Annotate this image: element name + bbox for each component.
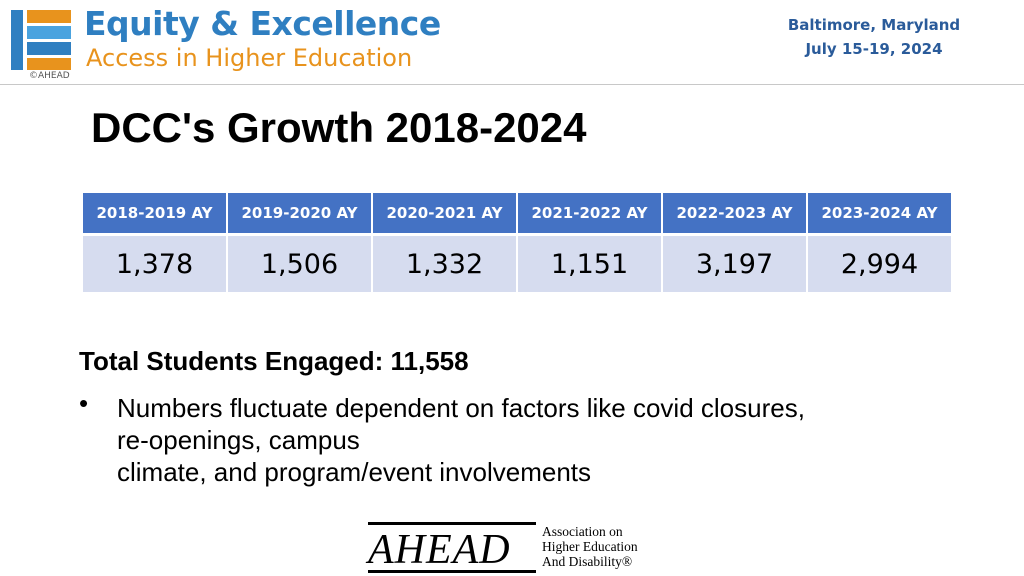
page-title: DCC's Growth 2018-2024 [91,104,587,151]
bullet-line: re-openings, campus [117,425,360,455]
footer-association-name: Association on Higher Education And Disa… [542,524,672,569]
table-header-cell: 2023-2024 AY [806,193,951,235]
brand-title: Equity & Excellence [84,4,441,43]
table-header-cell: 2019-2020 AY [226,193,372,235]
table-header-row: 2018-2019 AY 2019-2020 AY 2020-2021 AY 2… [83,193,951,235]
footer-assoc-line: Association on [542,524,623,539]
footer-ahead-logo: AHEAD Association on Higher Education An… [368,522,668,576]
table-cell: 2,994 [806,233,951,292]
header-divider [0,84,1024,85]
bullet-line: Numbers fluctuate dependent on factors l… [117,393,805,423]
table-cell: 1,332 [371,233,517,292]
bullet-text: Numbers fluctuate dependent on factors l… [117,392,937,488]
table-header-cell: 2018-2019 AY [83,193,227,235]
table-row: 1,378 1,506 1,332 1,151 3,197 2,994 [83,233,951,292]
bullet-icon: • [79,388,89,418]
table-header-cell: 2020-2021 AY [371,193,517,235]
growth-table: 2018-2019 AY 2019-2020 AY 2020-2021 AY 2… [83,193,951,292]
table-header-cell: 2022-2023 AY [661,193,807,235]
table-cell: 3,197 [661,233,807,292]
table-cell: 1,378 [83,233,227,292]
logo-copyright: ©AHEAD [29,71,70,81]
bullet-line: climate, and program/event involvements [117,457,592,487]
summary-heading: Total Students Engaged: 11,558 [79,346,469,376]
event-dates: July 15-19, 2024 [805,40,943,58]
footer-assoc-line: Higher Education [542,539,638,554]
footer-rule [368,522,536,525]
brand-subtitle: Access in Higher Education [86,44,413,72]
footer-assoc-line: And Disability® [542,554,633,569]
table-cell: 1,151 [516,233,662,292]
footer-rule [368,570,536,573]
table-cell: 1,506 [226,233,372,292]
table-header-cell: 2021-2022 AY [516,193,662,235]
ahead-logo-icon [11,10,71,70]
footer-wordmark: AHEAD [368,527,511,573]
event-location: Baltimore, Maryland [787,16,961,34]
